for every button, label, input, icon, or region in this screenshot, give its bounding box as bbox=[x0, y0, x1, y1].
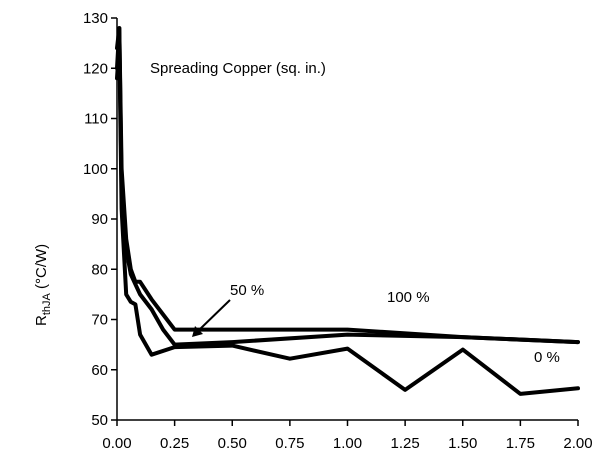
series-line-0 bbox=[115, 41, 580, 396]
x-tick-label: 1.00 bbox=[333, 435, 362, 452]
y-tick-label: 130 bbox=[83, 10, 108, 27]
y-tick-label: 120 bbox=[83, 60, 108, 77]
x-tick-label: 1.75 bbox=[506, 435, 535, 452]
x-tick-label: 1.25 bbox=[391, 435, 420, 452]
y-axis-label-subscript: thJA bbox=[41, 292, 53, 315]
x-tick-label: 1.50 bbox=[448, 435, 477, 452]
y-axis-label: RthJA (°C/W) bbox=[33, 244, 53, 326]
annotation-arrow-head bbox=[192, 326, 203, 337]
annotation-arrow-line bbox=[197, 299, 231, 332]
y-tick-label: 60 bbox=[91, 362, 108, 379]
y-tick-label: 70 bbox=[91, 312, 108, 329]
x-tick-label: 0.75 bbox=[275, 435, 304, 452]
y-tick-label: 50 bbox=[91, 412, 108, 429]
x-tick-label: 2.00 bbox=[563, 435, 592, 452]
series-layer bbox=[115, 26, 580, 396]
axes: 50 60 70 80 90 100 110 120 130 0.00 0.25 0.50 0.75 1.… bbox=[83, 10, 593, 452]
x-tick-label: 0.00 bbox=[102, 435, 131, 452]
series-label-50: 50 % bbox=[230, 282, 264, 299]
x-tick-label: 0.50 bbox=[218, 435, 247, 452]
y-axis-label-symbol: R bbox=[33, 315, 50, 326]
y-tick-label: 90 bbox=[91, 211, 108, 228]
chart-header-annotation: Spreading Copper (sq. in.) bbox=[150, 60, 326, 77]
y-tick-label: 80 bbox=[91, 261, 108, 278]
series-label-100: 100 % bbox=[387, 289, 430, 306]
y-axis-label-unit: (°C/W) bbox=[33, 244, 50, 293]
x-tick-label: 0.25 bbox=[160, 435, 189, 452]
series-label-0: 0 % bbox=[534, 349, 560, 366]
y-tick-label: 110 bbox=[84, 111, 108, 128]
y-tick-label: 100 bbox=[83, 161, 108, 178]
